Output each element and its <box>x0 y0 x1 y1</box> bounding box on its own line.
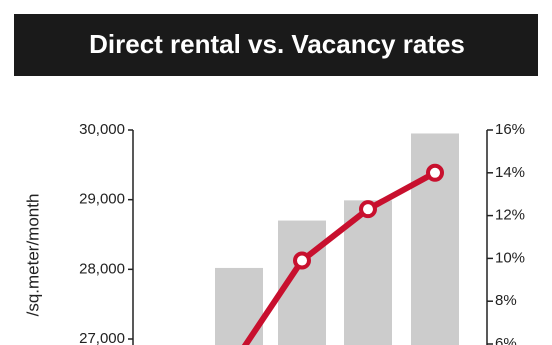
y-axis-label: /sq.meter/month <box>23 194 42 317</box>
y2-tick-label: 16% <box>495 121 525 138</box>
y2-tick-label: 8% <box>495 292 517 309</box>
y2-tick-label: 6% <box>495 335 517 345</box>
line-marker <box>293 251 311 270</box>
y2-tick-label: 14% <box>495 164 525 181</box>
y-tick-label: 27,000 <box>79 330 125 345</box>
line-marker <box>426 163 444 182</box>
y-tick-label: 29,000 <box>79 191 125 208</box>
y-tick-label: 28,000 <box>79 260 125 277</box>
line <box>241 170 437 345</box>
line-marker <box>359 200 377 219</box>
y2-tick-label: 12% <box>495 207 525 224</box>
y-tick-label: 30,000 <box>79 121 125 138</box>
chart-title: Direct rental vs. Vacancy rates <box>89 29 465 59</box>
title-bar <box>14 14 538 76</box>
y2-tick-label: 10% <box>495 249 525 266</box>
